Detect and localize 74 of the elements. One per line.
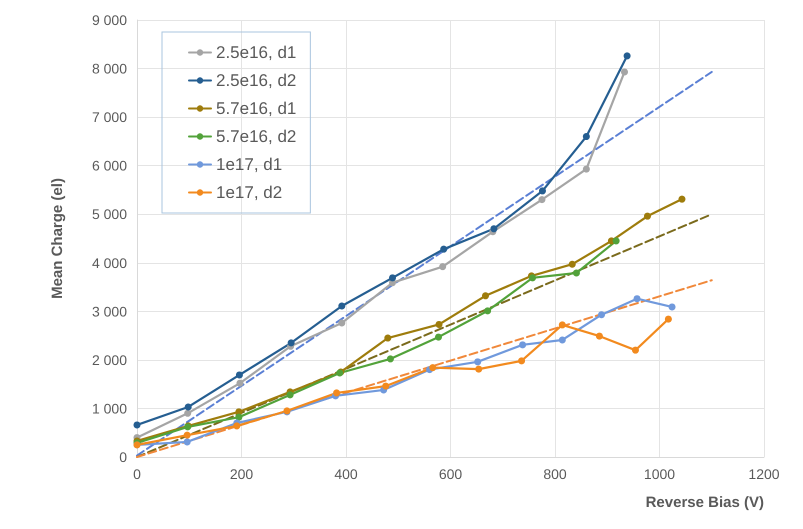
y-tick-label: 1 000 xyxy=(92,400,128,416)
point xyxy=(598,311,606,318)
point xyxy=(519,341,526,348)
legend-label: 1e17, d1 xyxy=(216,155,282,174)
point xyxy=(184,438,191,446)
legend-label: 2.5e16, d1 xyxy=(216,43,296,62)
legend-label: 5.7e16, d1 xyxy=(216,99,296,118)
point xyxy=(538,187,546,194)
point xyxy=(558,336,566,344)
point xyxy=(568,260,576,268)
y-tick-label: 9 000 xyxy=(92,12,128,28)
point xyxy=(389,274,396,282)
point xyxy=(572,269,580,276)
x-tick-label: 600 xyxy=(438,466,462,482)
point xyxy=(286,391,294,398)
point xyxy=(624,52,631,60)
y-tick-label: 4 000 xyxy=(92,254,128,271)
point xyxy=(436,320,443,328)
x-tick-label: 200 xyxy=(230,466,254,482)
y-tick-label: 0 xyxy=(119,449,128,465)
point xyxy=(440,246,448,253)
y-tick-label: 5 000 xyxy=(92,206,128,222)
y-tick-label: 3 000 xyxy=(92,303,128,320)
x-tick-label: 400 xyxy=(334,466,358,482)
point xyxy=(644,212,651,220)
point xyxy=(184,432,191,439)
point xyxy=(474,358,482,366)
point xyxy=(439,263,446,270)
point xyxy=(518,357,526,364)
x-tick-label: 800 xyxy=(543,466,567,482)
point xyxy=(668,303,676,310)
point xyxy=(333,389,340,396)
point xyxy=(429,364,436,372)
point xyxy=(236,380,244,387)
point xyxy=(538,196,546,204)
point xyxy=(386,355,394,362)
point xyxy=(664,316,672,323)
point xyxy=(558,321,566,328)
point xyxy=(382,382,390,390)
point xyxy=(235,414,242,421)
legend-label: 1e17, d2 xyxy=(216,183,282,202)
y-tick-label: 2 000 xyxy=(92,352,128,368)
point xyxy=(434,334,442,341)
point xyxy=(621,68,628,76)
point xyxy=(236,371,243,378)
point xyxy=(634,295,641,302)
point xyxy=(678,196,686,203)
point xyxy=(596,332,603,340)
y-tick-label: 8 000 xyxy=(92,60,128,77)
y-tick-label: 7 000 xyxy=(92,109,128,126)
legend-label: 5.7e16, d2 xyxy=(216,127,296,146)
point xyxy=(484,307,492,314)
point xyxy=(582,133,590,140)
x-tick-label: 0 xyxy=(133,466,142,482)
point xyxy=(384,334,392,342)
point xyxy=(233,422,240,430)
point xyxy=(338,302,346,310)
y-tick-label: 6 000 xyxy=(92,158,128,174)
y-axis-title: Mean Charge (el) xyxy=(49,178,66,299)
point xyxy=(582,166,590,173)
point xyxy=(490,225,498,232)
x-axis-title: Reverse Bias (V) xyxy=(646,494,764,511)
point xyxy=(288,339,295,346)
point xyxy=(632,346,639,354)
point xyxy=(184,410,192,417)
point xyxy=(134,421,140,428)
point xyxy=(612,237,620,244)
legend-label: 2.5e16, d2 xyxy=(216,71,296,90)
point xyxy=(475,366,482,373)
point xyxy=(338,319,346,326)
point xyxy=(184,403,192,410)
x-tick-label: 1200 xyxy=(748,466,780,482)
point xyxy=(482,292,490,300)
x-tick-label: 1000 xyxy=(644,466,676,482)
